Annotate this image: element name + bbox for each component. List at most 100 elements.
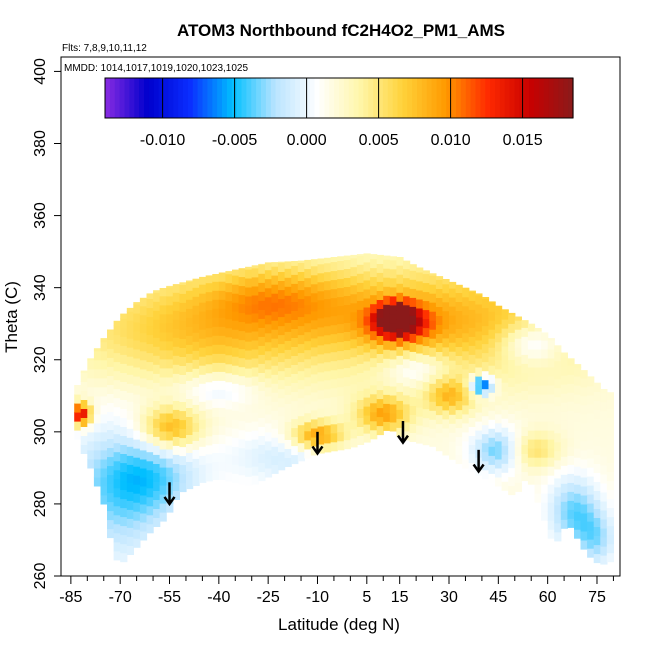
colorbar-segment [226,78,233,118]
heatmap-cell [356,390,365,400]
heatmap-cell [587,394,595,405]
heatmap-cell [153,490,161,500]
heatmap-cell [120,318,128,328]
colorbar-segment [368,78,374,118]
heatmap-cell [251,265,259,269]
heatmap-cell [547,520,555,530]
heatmap-cell [304,295,312,306]
heatmap-cell [251,330,259,341]
heatmap-cell [291,454,299,465]
heatmap-cell [251,430,259,440]
heatmap-cell [278,271,286,281]
heatmap-cell [139,377,148,388]
heatmap-cell [297,298,305,309]
heatmap-cell [146,433,154,444]
heatmap-cell [593,472,601,482]
heatmap-cell [186,344,194,354]
heatmap-cell [363,342,371,353]
heatmap-cell [547,348,555,359]
heatmap-cell [192,287,200,297]
heatmap-cell [245,305,253,315]
heatmap-cell [212,353,220,363]
heatmap-cell [521,426,529,436]
heatmap-cell [521,444,529,454]
heatmap-cell [258,327,266,337]
heatmap-cell [383,286,391,296]
heatmap-cell [455,364,463,374]
heatmap-cell [429,401,437,411]
heatmap-cell [271,275,279,285]
heatmap-cell [205,275,213,284]
heatmap-cell [172,418,180,428]
heatmap-cell [317,258,325,265]
heatmap-cell [126,482,134,492]
heatmap-cell [527,348,536,359]
heatmap-cell [291,445,299,456]
heatmap-cell [587,458,595,468]
heatmap-cell [324,406,332,417]
heatmap-cell [600,482,608,493]
heatmap-cell [192,422,200,432]
heatmap-cell [435,324,444,334]
heatmap-cell [304,259,312,270]
heatmap-cell [245,431,253,441]
heatmap-cell [495,440,503,451]
heatmap-cell [324,361,332,372]
heatmap-cell [264,314,273,325]
heatmap-cell [337,341,345,352]
heatmap-cell [199,392,207,402]
heatmap-cell [495,476,503,487]
heatmap-cell [126,527,134,537]
heatmap-cell [370,384,378,395]
heatmap-cell [74,403,82,413]
colorbar-segment [290,78,296,118]
y-tick-label: 300 [32,418,49,445]
heatmap-cell [120,313,128,319]
heatmap-cell [192,449,200,459]
heatmap-cell [416,307,424,318]
heatmap-cell [225,336,233,347]
heatmap-cell [422,270,430,275]
heatmap-cell [120,480,128,491]
heatmap-cell [245,404,253,414]
heatmap-cell [113,532,121,543]
heatmap-cell [527,475,536,485]
heatmap-cell [574,430,582,440]
heatmap-cell [429,365,437,375]
heatmap-cell [126,419,134,429]
heatmap-cell [435,387,444,398]
heatmap-cell [291,400,299,411]
heatmap-cell [416,407,424,417]
heatmap-cell [126,455,134,465]
heatmap-cell [159,340,167,351]
heatmap-cell [258,291,266,301]
heatmap-cell [495,323,503,334]
heatmap-cell [310,301,319,312]
heatmap-cell [87,413,95,424]
heatmap-cell [356,291,365,301]
heatmap-cell [310,400,319,411]
heatmap-cell [574,457,582,467]
heatmap-cell [554,396,562,407]
heatmap-cell [547,394,555,404]
heatmap-cell [212,281,220,291]
heatmap-cell [317,425,325,436]
heatmap-cell [547,493,555,503]
colorbar-segment [485,78,491,118]
heatmap-cell [409,288,417,298]
heatmap-cell [370,348,378,359]
heatmap-cell [508,422,516,433]
heatmap-cell [199,446,207,456]
heatmap-cell [350,311,358,322]
heatmap-cell [567,383,575,393]
heatmap-cell [126,437,134,447]
heatmap-cell [600,410,608,421]
heatmap-cell [264,262,273,271]
heatmap-cell [166,458,174,468]
heatmap-cell [409,396,417,406]
heatmap-cell [409,297,417,307]
heatmap-cell [153,292,161,302]
heatmap-cell [356,273,365,283]
colorbar-segment [319,78,325,118]
heatmap-cell [324,262,332,273]
